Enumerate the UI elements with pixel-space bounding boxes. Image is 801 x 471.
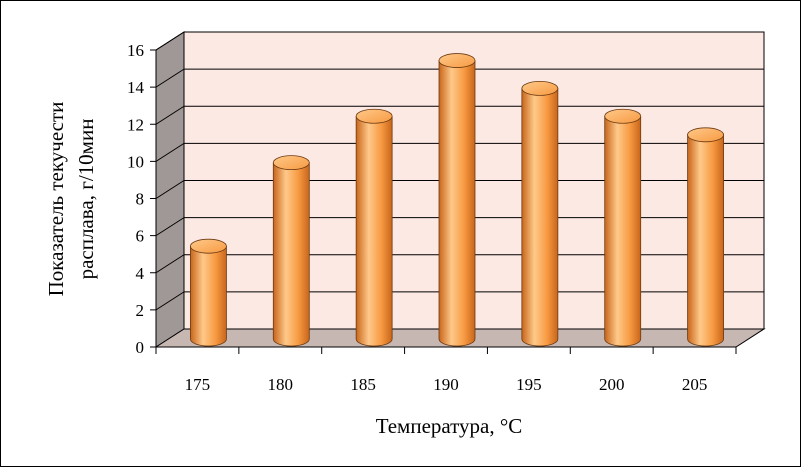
bar-top <box>438 53 476 68</box>
gridline-side <box>155 180 185 199</box>
gridline-side <box>155 217 185 237</box>
bar <box>438 53 476 347</box>
bar-top <box>687 127 724 143</box>
y-tick-label: 12 <box>127 115 144 134</box>
bar-body <box>521 88 559 347</box>
bar <box>272 155 310 347</box>
bar-body <box>604 115 642 347</box>
y-tick-label: 16 <box>127 41 144 60</box>
bars <box>190 53 724 347</box>
bar-top <box>272 155 310 171</box>
tick-labels: 0 2 4 6 8 10 12 14 16 175 180 185 190 195 200 205 <box>127 41 707 394</box>
bar <box>521 81 559 347</box>
y-tick-label: 8 <box>136 190 145 209</box>
y-axis-title-line-1: Показатель текучести <box>44 102 68 297</box>
y-axis-title: Показатель текучести расплава, г/10мин <box>44 102 98 297</box>
bar <box>190 238 227 347</box>
bar-top <box>355 108 393 124</box>
bar-top <box>604 108 642 124</box>
bar <box>604 108 642 347</box>
gridline-side <box>155 68 185 88</box>
y-tick-label: 4 <box>136 264 145 283</box>
x-tick-label: 205 <box>682 375 708 394</box>
y-tick-label: 2 <box>136 301 145 320</box>
gridline-side <box>155 254 185 274</box>
gridline-side <box>155 105 185 125</box>
bar-top <box>521 81 559 96</box>
x-tick-label: 190 <box>433 375 459 394</box>
y-tick-label: 6 <box>136 227 145 246</box>
axes <box>155 50 737 354</box>
x-tick-label: 175 <box>185 375 211 394</box>
bar-body <box>272 162 310 347</box>
x-tick-label: 180 <box>268 375 294 394</box>
gridline-side <box>155 142 185 162</box>
x-tick-label: 195 <box>516 375 542 394</box>
bar <box>687 127 724 347</box>
y-tick-label: 0 <box>136 338 145 357</box>
bar-body <box>355 115 393 347</box>
bar-body <box>438 60 476 347</box>
bar-body <box>687 134 724 347</box>
x-axis-title: Температура, °С <box>376 414 523 438</box>
bar <box>355 108 393 347</box>
gridline-side <box>155 291 185 311</box>
y-tick-label: 10 <box>127 152 144 171</box>
x-tick-label: 185 <box>350 375 376 394</box>
gridline-side <box>155 31 185 51</box>
bar-top <box>190 238 227 254</box>
y-axis-title-line-2: расплава, г/10мин <box>74 119 98 280</box>
y-tick-label: 14 <box>127 78 145 97</box>
bar-body <box>190 245 227 347</box>
x-tick-label: 200 <box>599 375 625 394</box>
